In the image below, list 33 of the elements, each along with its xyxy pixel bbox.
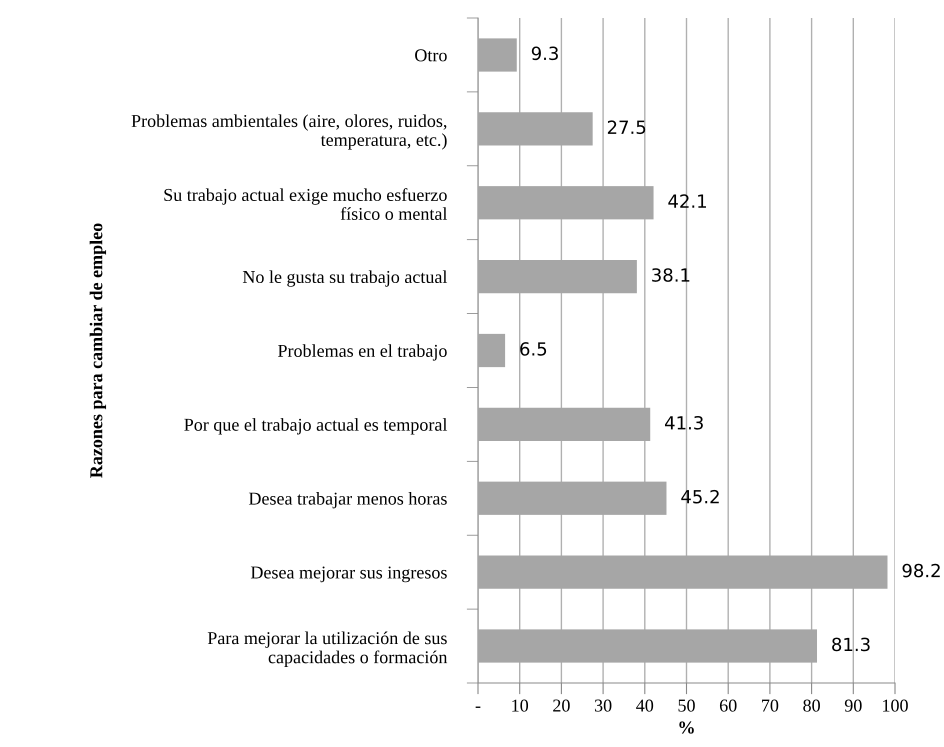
x-tick-label: 60 [720, 699, 737, 712]
data-label: 42.1 [668, 194, 706, 208]
y-tick-label: No le gusta su trabajo actual [242, 270, 448, 287]
y-tick-label: Por que el trabajo actual es temporal [184, 418, 448, 434]
data-label: 9.3 [532, 46, 558, 60]
data-label: 27.5 [608, 120, 646, 134]
data-label: 6.5 [520, 342, 546, 356]
data-label: 98.2 [902, 564, 940, 578]
y-tick-label: Para mejorar la utilización de sus capacidades o formación [208, 632, 448, 667]
bar [478, 38, 517, 72]
x-tick-label: 100 [883, 699, 908, 712]
data-label: 41.3 [664, 416, 703, 430]
y-axis-title: Razones para cambiar de empleo [90, 223, 106, 478]
x-tick-label: 70 [762, 699, 778, 712]
x-tick-label: 10 [512, 699, 528, 712]
y-tick-label: Otro [415, 49, 447, 62]
x-tick-label: - [476, 706, 480, 708]
y-tick-label: Desea trabajar menos horas [248, 492, 447, 508]
bar [478, 334, 506, 368]
data-label: 81.3 [832, 638, 870, 652]
y-tick-label: Problemas en el trabajo [278, 344, 447, 361]
data-label: 45.2 [681, 490, 719, 504]
x-axis-title: % [679, 721, 694, 734]
x-tick-label: 40 [636, 699, 654, 712]
y-tick-label: Su trabajo actual exige mucho esfuerzo físico o mental [164, 188, 448, 220]
x-tick-label: 90 [844, 699, 862, 712]
y-tick-label: Desea mejorar sus ingresos [250, 566, 447, 582]
x-tick-label: 20 [553, 699, 570, 712]
data-label: 38.1 [652, 268, 690, 282]
x-tick-label: 80 [803, 699, 820, 712]
x-tick-label: 50 [678, 699, 695, 712]
y-tick-label: Problemas ambientales (aire, olores, ruidos, temperatura, etc.) [132, 114, 447, 150]
x-tick-label: 30 [594, 699, 612, 712]
